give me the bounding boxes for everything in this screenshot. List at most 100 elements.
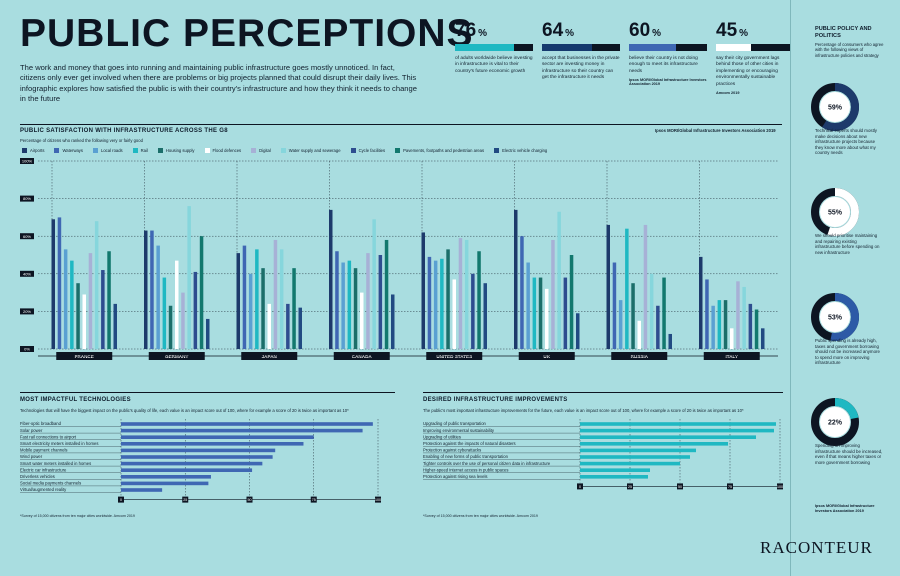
- hbar-2: [580, 435, 756, 439]
- hbar-1: [121, 428, 363, 433]
- bar-russia-2: [618, 300, 623, 349]
- bar-france-4: [76, 283, 80, 349]
- legend-item: Digital: [251, 148, 271, 153]
- legend-label: Flood defences: [212, 148, 242, 153]
- stat-bar-fill: [542, 44, 592, 51]
- bar-canada-9: [384, 239, 389, 349]
- hbar-0: [121, 422, 373, 426]
- bar-italy-0: [699, 256, 703, 349]
- legend-label: Local roads: [101, 148, 123, 153]
- donut-text: We should prioritise maintaining and rep…: [815, 233, 880, 255]
- donut-text: Public spending is already high, taxes a…: [815, 338, 880, 366]
- g8-satisfaction-chart: 0% 20% 40% 60% 80% 100% FRANCE GERMANY JAPAN CANA…: [20, 158, 778, 360]
- legend-item: Water supply and sewerage: [280, 148, 341, 153]
- x-tick-box: [677, 483, 683, 490]
- donut-label: 53%: [828, 315, 843, 322]
- row-label: Improving environmental sustainability: [423, 428, 495, 433]
- stat-bar-fill: [455, 44, 515, 51]
- row-label: Enabling of new forms of public transpor…: [423, 454, 509, 459]
- satisfaction-title: PUBLIC SATISFACTION WITH INFRASTRUCTURE …: [20, 128, 228, 134]
- bar-united-states-7: [464, 239, 469, 349]
- bar-canada-4: [353, 268, 358, 349]
- bar-italy-2: [711, 305, 715, 349]
- legend-item: Flood defences: [204, 148, 242, 153]
- bar-united-states-8: [471, 273, 475, 349]
- bar-japan-7: [279, 249, 284, 349]
- legend-label: Electric vehicle charging: [502, 148, 548, 153]
- legend-label: Pavements, footpaths and pedestrian area…: [403, 148, 485, 153]
- row-label: Social media payments channels: [20, 481, 81, 486]
- bar-russia-9: [662, 277, 666, 349]
- x-tick-box: [310, 496, 317, 503]
- stat-value: 76%: [455, 20, 488, 41]
- row-label: Upgrading of public transportation: [423, 421, 487, 426]
- donut-label: 59%: [828, 105, 843, 112]
- bar-united-states-6: [458, 238, 463, 349]
- y-tick-label: 80%: [23, 196, 31, 201]
- bar-canada-7: [372, 219, 376, 349]
- y-tick-box: [20, 195, 34, 202]
- row-label: Protection against cyberattacks: [423, 448, 481, 453]
- bar-japan-6: [273, 239, 278, 349]
- hbar-7: [121, 468, 253, 472]
- bar-canada-5: [360, 292, 364, 349]
- bar-united-states-9: [477, 251, 481, 349]
- x-tick-label: 75: [312, 498, 316, 502]
- legend-item: Waterways: [54, 148, 83, 153]
- bar-italy-3: [717, 300, 722, 349]
- hbar-4: [580, 448, 696, 453]
- donut-center: [820, 92, 850, 122]
- bar-united-states-4: [446, 249, 450, 349]
- legend-item: Local roads: [93, 148, 123, 153]
- legend-swatch: [22, 148, 27, 153]
- legend-item: Cycle facilities: [350, 148, 385, 153]
- bar-france-10: [113, 303, 117, 349]
- bar-germany-7: [187, 206, 191, 349]
- bar-germany-10: [206, 318, 210, 349]
- legend-item: Housing supply: [157, 148, 195, 153]
- hbar-5: [580, 455, 690, 459]
- bar-canada-2: [341, 262, 345, 349]
- category-label: CANADA: [352, 354, 373, 359]
- bar-italy-6: [736, 281, 740, 349]
- bar-japan-0: [236, 253, 240, 349]
- x-tick-label: 50: [248, 498, 252, 502]
- hbar-5: [121, 455, 273, 459]
- legend-swatch: [350, 148, 356, 153]
- page-title: PUBLIC PERCEPTIONS: [20, 12, 474, 55]
- row-label: Electric car infrastructure: [20, 467, 67, 472]
- legend-swatch: [494, 148, 500, 153]
- hbar-6: [121, 461, 263, 466]
- bar-france-0: [51, 219, 55, 349]
- y-tick-box: [20, 270, 34, 277]
- row-label: Mobile payment channels: [20, 448, 68, 453]
- bar-italy-10: [761, 328, 765, 349]
- category-label: UNITED STATES: [436, 354, 472, 359]
- bar-united-states-2: [433, 260, 438, 349]
- bar-japan-8: [286, 303, 290, 349]
- hbar-0: [580, 422, 776, 426]
- legend-swatch: [54, 148, 60, 153]
- bar-united-states-10: [483, 283, 487, 349]
- legend-swatch: [93, 148, 98, 153]
- chart-legend: Airports Waterways Local roads Rail Housing …: [22, 148, 547, 153]
- bar-uk-1: [520, 236, 524, 349]
- hbar-9: [121, 481, 209, 486]
- stat-bar: [542, 44, 620, 51]
- stat-60: 60% believe their country is not doing en…: [629, 20, 707, 86]
- row-label: Protection against rising sea levels: [423, 474, 487, 479]
- hbar-3: [121, 442, 304, 446]
- y-tick-label: 0%: [24, 347, 30, 352]
- bar-italy-7: [742, 286, 746, 349]
- legend-swatch: [280, 148, 286, 153]
- improve-chart: Upgrading of public transportation Improv…: [423, 419, 783, 490]
- x-tick-box: [627, 483, 633, 490]
- bar-italy-1: [705, 279, 709, 349]
- category-label: JAPAN: [262, 354, 278, 359]
- stat-desc: accept that businesses in the private se…: [542, 56, 620, 81]
- bar-russia-4: [631, 283, 635, 349]
- bar-canada-3: [347, 260, 352, 349]
- x-tick-box: [577, 483, 583, 490]
- improve-footnote: *Survey of 15,000 citizens from ten majo…: [423, 514, 538, 518]
